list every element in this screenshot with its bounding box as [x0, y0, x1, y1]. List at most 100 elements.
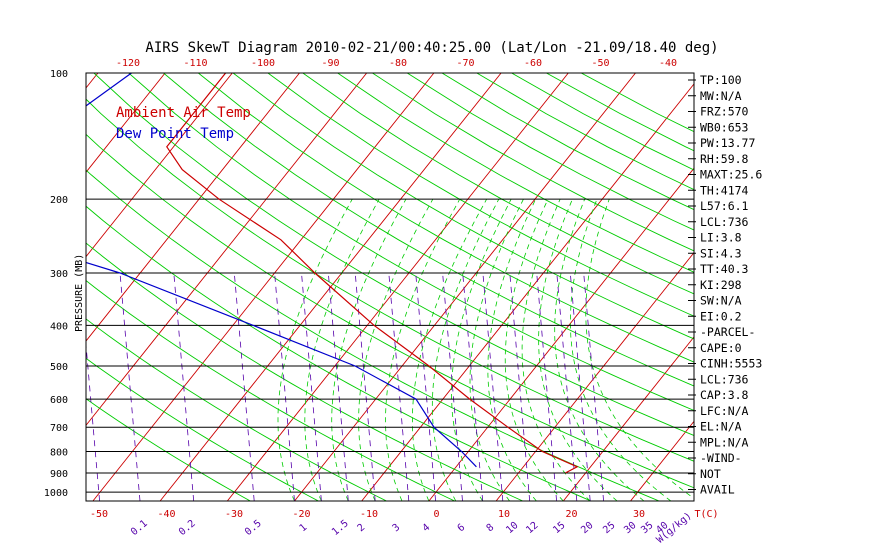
- bottom-temp-tick: 30: [633, 509, 645, 520]
- dry-adiabat-line: [86, 205, 592, 501]
- pressure-tick-label: 600: [50, 395, 68, 406]
- stat-label: MW:N/A: [700, 89, 742, 103]
- dry-adiabat-line: [86, 169, 660, 501]
- mixing-ratio-line: [569, 272, 591, 501]
- moist-adiabat-line: [431, 199, 500, 501]
- top-temp-tick: -50: [591, 58, 609, 69]
- stat-label: TH:4174: [700, 183, 749, 197]
- moist-adiabat-line: [385, 199, 461, 501]
- mixing-ratio-label: 4: [421, 522, 433, 534]
- top-temp-tick: -110: [183, 58, 207, 69]
- grid-lines: [0, 73, 870, 501]
- dry-adiabat-line: [441, 73, 694, 211]
- mixing-ratio-label: 6: [456, 522, 468, 534]
- mixing-ratio-line: [388, 272, 410, 501]
- isotherm-line: [86, 73, 233, 258]
- moist-adiabat-line: [277, 199, 353, 501]
- mixing-ratio-line: [583, 272, 604, 501]
- top-temp-tick: -80: [389, 58, 407, 69]
- isotherm-line: [226, 73, 569, 501]
- stat-label: CAPE:0: [700, 341, 742, 355]
- mixing-ratio-label: 20: [579, 520, 595, 536]
- moist-adiabat-line: [504, 199, 564, 501]
- dry-adiabat-line: [128, 73, 694, 411]
- mixing-ratio-line: [556, 272, 578, 501]
- mixing-ratio-line: [301, 272, 322, 501]
- isotherm-line: [765, 73, 870, 501]
- mixing-ratio-label: 2: [356, 522, 368, 534]
- moist-adiabat-line: [554, 199, 645, 501]
- dry-adiabat-line: [198, 73, 694, 363]
- dry-adiabat-line: [86, 242, 523, 501]
- moist-adiabat-line: [331, 199, 407, 501]
- dry-adiabat-line: [232, 73, 694, 340]
- stat-label: -PARCEL-: [700, 325, 755, 339]
- pressure-tick-label: 1000: [44, 488, 68, 499]
- dry-adiabat-line: [86, 398, 251, 501]
- dry-adiabat-line: [86, 318, 387, 501]
- mixing-ratio-line: [462, 272, 484, 501]
- moist-adiabat-line: [304, 199, 380, 501]
- stat-label: SW:N/A: [700, 294, 742, 308]
- stat-label: AVAIL: [700, 483, 735, 497]
- top-temp-tick: -90: [321, 58, 339, 69]
- dry-adiabat-line: [302, 73, 694, 295]
- stat-label: LCL:736: [700, 215, 749, 229]
- mixing-ratio-line: [233, 272, 255, 501]
- stat-label: MAXT:25.6: [700, 168, 762, 182]
- mixing-ratio-line: [415, 272, 436, 501]
- moist-adiabat-line: [538, 199, 618, 501]
- top-temp-tick: -120: [116, 58, 140, 69]
- bottom-temp-tick: T(C): [694, 509, 718, 520]
- stat-label: L57:6.1: [700, 199, 749, 213]
- dry-adiabat-line: [86, 133, 694, 489]
- mixing-ratio-line: [509, 272, 531, 501]
- legend-dew: Dew Point Temp: [116, 126, 234, 142]
- mixing-ratio-line: [327, 272, 349, 501]
- isotherm-line: [86, 73, 300, 342]
- mixing-ratio-label: 12: [524, 520, 540, 536]
- dry-adiabat-line: [267, 73, 694, 317]
- stat-label: RH:59.8: [700, 152, 749, 166]
- bottom-temp-tick: 10: [498, 509, 510, 520]
- moist-adiabat-line: [487, 199, 537, 501]
- profile-lines: [86, 73, 579, 474]
- mixing-ratio-line: [173, 272, 195, 501]
- dry-adiabat-line: [337, 73, 694, 273]
- stat-label: LFC:N/A: [700, 404, 749, 418]
- stat-label: TT:40.3: [700, 262, 749, 276]
- dry-adiabat-line: [476, 73, 694, 191]
- dry-adiabat-line: [93, 73, 694, 437]
- mixing-ratio-label: 15: [551, 520, 567, 536]
- mixing-ratio-line: [86, 340, 100, 501]
- mixing-ratio-label: 35: [639, 520, 655, 536]
- bottom-temp-tick: 0: [433, 509, 439, 520]
- isotherm-line: [832, 73, 870, 501]
- legend-temp: Ambient Air Temp: [116, 105, 251, 121]
- isotherm-line: [294, 73, 636, 501]
- bottom-temp-tick: -30: [225, 509, 243, 520]
- dry-adiabat-line: [372, 73, 694, 252]
- mixing-ratio-label: 8: [485, 522, 497, 534]
- top-temp-tick: -60: [524, 58, 542, 69]
- bottom-temp-tick: -40: [157, 509, 175, 520]
- stat-label: PW:13.77: [700, 136, 755, 150]
- mixing-ratio-line: [536, 272, 557, 501]
- top-temp-tick: -40: [659, 58, 677, 69]
- pressure-tick-label: 500: [50, 362, 68, 373]
- stat-label: SI:4.3: [700, 246, 742, 260]
- pressure-tick-label: 100: [50, 69, 68, 80]
- top-temp-tick: -100: [251, 58, 275, 69]
- stat-label: TP:100: [700, 73, 742, 87]
- stat-label: LCL:736: [700, 372, 749, 386]
- bottom-temp-tick: -50: [90, 509, 108, 520]
- pressure-tick-label: 900: [50, 469, 68, 480]
- isotherm-line: [495, 251, 694, 501]
- mixing-ratio-label: 10: [504, 520, 520, 536]
- moist-adiabat-line: [451, 199, 512, 501]
- stat-label: EL:N/A: [700, 420, 742, 434]
- isotherm-line: [92, 73, 435, 501]
- bottom-temp-tick: -10: [360, 509, 378, 520]
- isotherm-line: [0, 73, 31, 501]
